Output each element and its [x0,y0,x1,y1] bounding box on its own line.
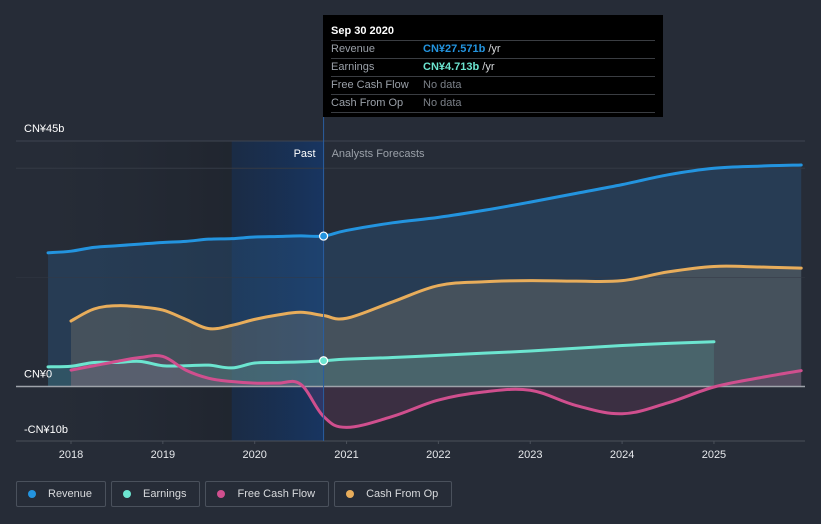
earnings-marker [318,356,329,366]
tooltip-row-free-cash-flow: Free Cash Flow No data [331,77,655,95]
x-tick-label: 2025 [702,449,726,461]
tooltip-key: Cash From Op [331,97,404,109]
tooltip-row-earnings: Earnings CN¥4.713b /yr [331,59,655,77]
legend: Revenue Earnings Free Cash Flow Cash Fro… [16,481,453,507]
tooltip-key: Free Cash Flow [331,79,409,91]
legend-item-cash-from-op[interactable]: Cash From Op [334,481,453,507]
earnings-area [48,341,714,387]
y-tick-label: CN¥45b [24,123,64,135]
earnings-line [46,340,716,370]
tooltip-unit: /yr [482,61,495,73]
tooltip-key: Revenue [331,43,376,55]
tooltip-row-cash-from-op: Cash From Op No data [331,95,655,113]
tooltip-value: No data [423,79,462,91]
tooltip-value: No data [423,97,462,109]
tooltip: Sep 30 2020 Revenue CN¥27.571b /yr Earni… [323,15,663,117]
tooltip-row-revenue: Revenue CN¥27.571b /yr [331,41,655,59]
tooltip-value: CN¥27.571b [423,43,486,55]
legend-label: Free Cash Flow [237,488,316,500]
legend-dot-icon [28,490,36,498]
revenue-marker [318,231,329,241]
legend-label: Revenue [48,488,93,500]
x-tick-label: 2020 [242,449,266,461]
legend-item-earnings[interactable]: Earnings [111,481,201,507]
x-tick-label: 2022 [426,449,450,461]
x-tick-label: 2023 [518,449,542,461]
legend-label: Cash From Op [366,488,439,500]
legend-dot-icon [123,490,132,498]
tooltip-unit: /yr [488,43,501,55]
forecast-label: Analysts Forecasts [332,148,425,160]
tooltip-value: CN¥4.713b [423,61,480,73]
tooltip-date: Sep 30 2020 [331,23,655,41]
past-label: Past [294,148,316,160]
legend-label: Earnings [143,488,187,500]
legend-item-revenue[interactable]: Revenue [16,481,107,507]
free-cash-flow-area [71,355,802,428]
x-tick-label: 2018 [59,449,83,461]
x-tick-label: 2021 [334,449,358,461]
legend-item-free-cash-flow[interactable]: Free Cash Flow [205,481,330,507]
x-tick-label: 2024 [610,449,634,461]
x-tick-label: 2019 [151,449,175,461]
revenue-area [48,165,802,387]
legend-dot-icon [217,490,226,498]
y-tick-label: -CN¥10b [24,424,68,436]
tooltip-key: Earnings [331,61,375,73]
revenue-line [46,163,803,255]
y-tick-label: CN¥0 [24,368,52,380]
chart: 2018 2019 2020 2021 2022 2023 2024 2025 Past An… [16,117,805,461]
legend-dot-icon [346,490,355,498]
cash-from-op-area [71,266,802,387]
